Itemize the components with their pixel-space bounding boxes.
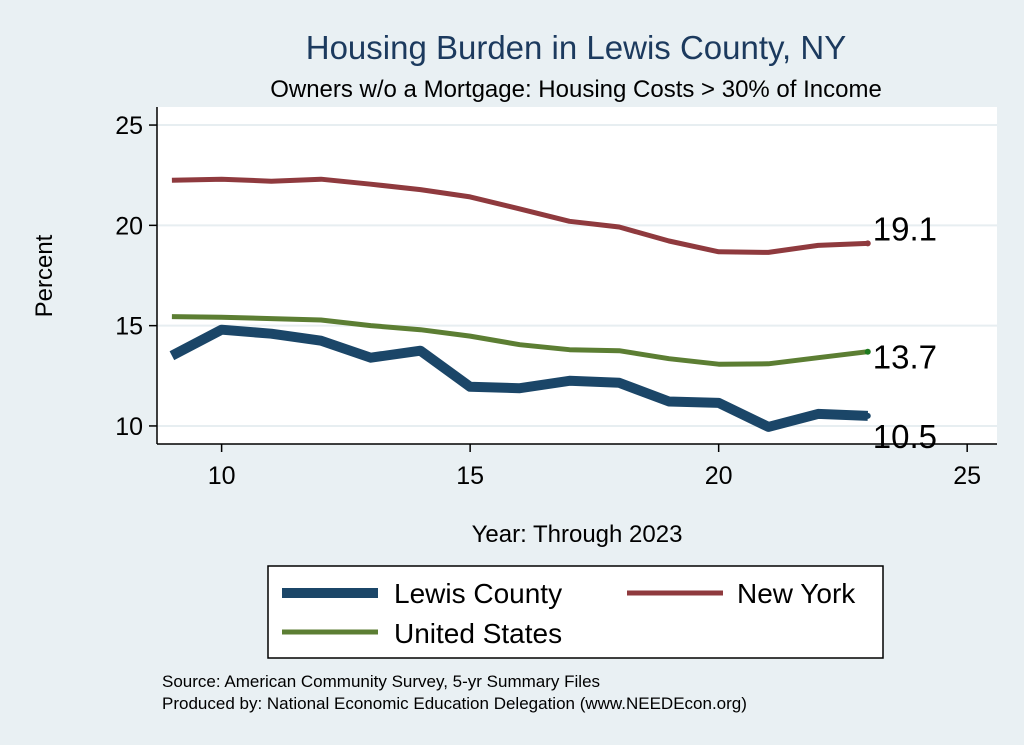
axes: 10 15 20 25 10 15 20 25: [115, 107, 997, 490]
produced-by-line: Produced by: National Economic Education…: [162, 694, 747, 713]
x-tick-label-20: 20: [705, 462, 733, 490]
series-line-new-york: [171, 176, 868, 255]
grid: [157, 124, 997, 427]
legend-label-lewis-county: Lewis County: [394, 578, 562, 609]
end-label-new-york: 19.1: [873, 210, 937, 247]
x-axis-title: Year: Through 2023: [472, 521, 683, 548]
y-tick-label-20: 20: [115, 212, 143, 240]
end-marker-lewis-county: [864, 412, 871, 419]
chart-title: Housing Burden in Lewis County, NY: [306, 29, 847, 66]
y-axis-title: Percent: [31, 234, 58, 317]
y-tick-label-25: 25: [115, 112, 143, 140]
x-tick-label-25: 25: [953, 462, 981, 490]
end-labels: 10.5 19.1 13.7: [864, 210, 937, 455]
x-tick-label-15: 15: [456, 462, 484, 490]
legend: Lewis County New York United States: [282, 578, 856, 649]
series-line-lewis-county: [169, 324, 869, 432]
plot-area: [157, 107, 997, 444]
x-tick-label-10: 10: [208, 462, 236, 490]
y-tick-label-10: 10: [115, 413, 143, 441]
legend-box: [267, 565, 884, 659]
source-line: Source: American Community Survey, 5-yr …: [162, 672, 600, 691]
series-group: [169, 176, 869, 432]
end-marker-united-states: [864, 348, 871, 355]
end-label-lewis-county: 10.5: [873, 418, 937, 455]
chart-subtitle: Owners w/o a Mortgage: Housing Costs > 3…: [270, 76, 882, 103]
end-label-united-states: 13.7: [873, 339, 937, 376]
series-line-united-states: [171, 314, 869, 367]
legend-label-new-york: New York: [737, 578, 856, 609]
end-marker-new-york: [864, 240, 871, 247]
legend-label-united-states: United States: [394, 618, 562, 649]
y-tick-label-15: 15: [115, 313, 143, 341]
